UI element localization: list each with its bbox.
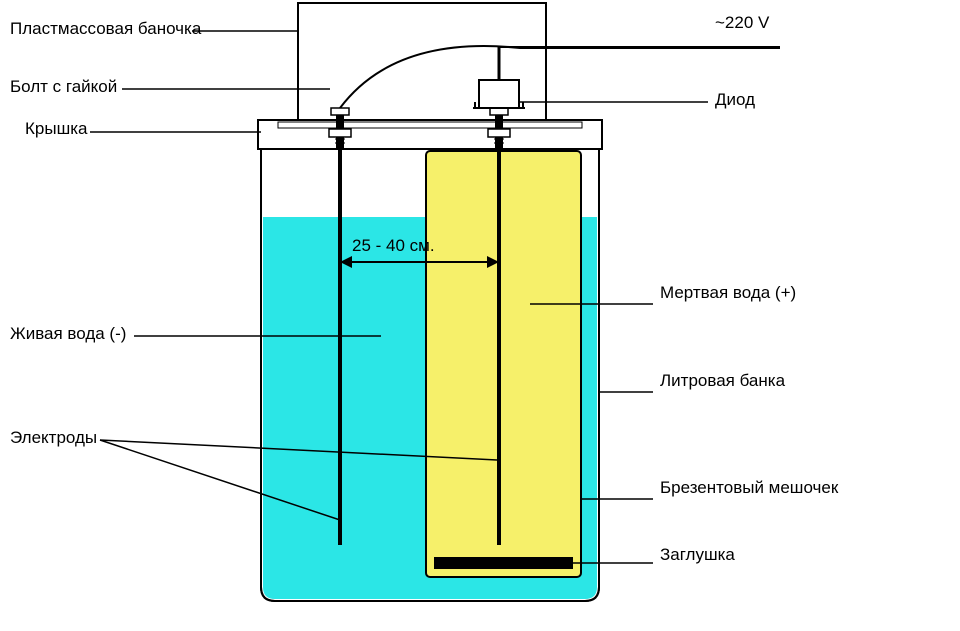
label-live_water: Живая вода (-) <box>10 324 126 343</box>
voltage-label: ~220 V <box>715 13 770 32</box>
lid <box>258 120 602 149</box>
label-canvas_bag: Брезентовый мешочек <box>660 478 839 497</box>
dimension-label: 25 - 40 см. <box>352 236 435 255</box>
label-bolt_nut: Болт с гайкой <box>10 77 117 96</box>
label-lid: Крышка <box>25 119 88 138</box>
label-plastic_jar: Пластмассовая баночка <box>10 19 202 38</box>
label-diode: Диод <box>715 90 755 109</box>
label-dead_water: Мертвая вода (+) <box>660 283 796 302</box>
label-electrodes: Электроды <box>10 428 97 447</box>
canvas-bag <box>426 151 581 577</box>
label-plug: Заглушка <box>660 545 735 564</box>
label-liter_jar: Литровая банка <box>660 371 786 390</box>
plug <box>434 557 573 569</box>
